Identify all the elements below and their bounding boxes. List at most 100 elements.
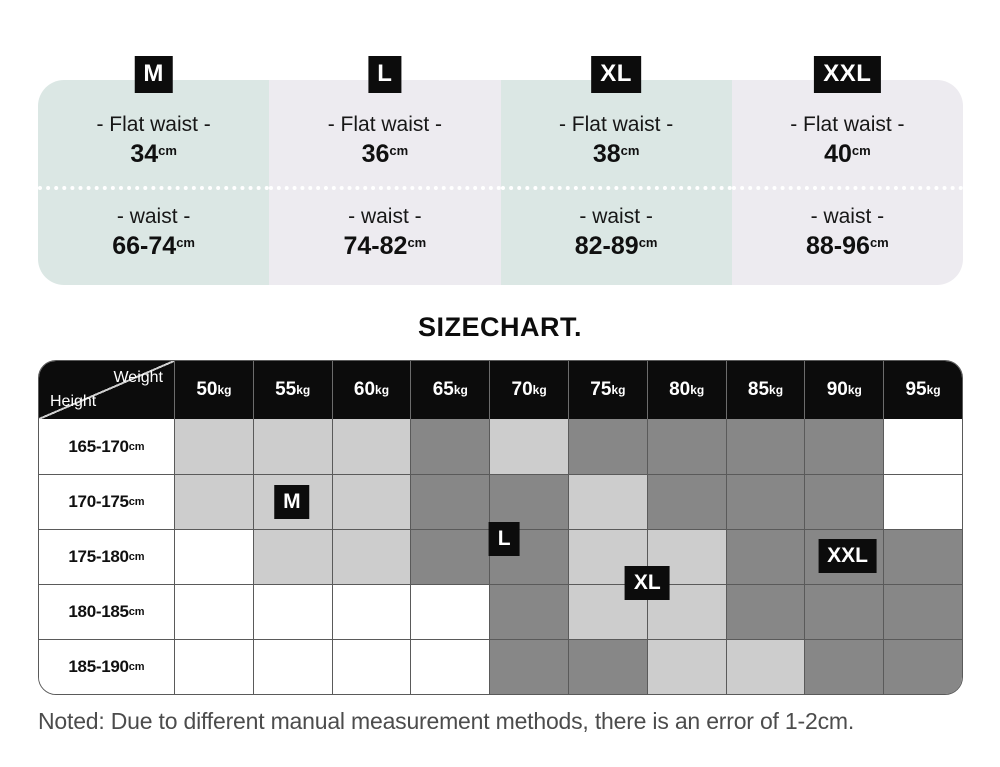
kg-unit: kg: [453, 383, 468, 397]
weight-header-85kg: 85 kg: [725, 361, 805, 419]
grid-cell: [331, 475, 411, 529]
kg-unit: kg: [375, 383, 390, 397]
kg-unit: kg: [217, 383, 232, 397]
table-size-badge-xl: XL: [624, 566, 670, 601]
grid-cell: [646, 640, 726, 694]
table-row: 180-185 cm: [39, 584, 962, 639]
waist-number: 88-96: [806, 232, 870, 260]
grid-cell: [331, 640, 411, 694]
grid-cell: [410, 475, 490, 529]
weight-number: 70: [511, 379, 533, 400]
grid-cell: [174, 640, 253, 694]
flat-waist-number: 40: [824, 140, 852, 168]
grid-cell: [489, 419, 568, 474]
size-table-header: Weight Height 50 kg 55 kg 60 kg 65 kg 70 kg 75 kg 80…: [39, 361, 962, 419]
waist-section: - waist - 66-74cm: [38, 190, 269, 261]
table-row: 165-170 cm: [39, 419, 962, 474]
grid-cell: [252, 419, 332, 474]
kg-unit: kg: [847, 383, 862, 397]
weight-number: 75: [590, 379, 612, 400]
grid-cell: [252, 530, 332, 584]
height-axis-label: Height: [50, 393, 97, 410]
cm-unit: cm: [407, 235, 427, 250]
waist-value: 82-89cm: [501, 232, 732, 261]
grid-cell: [804, 475, 884, 529]
flat-waist-value: 40cm: [732, 140, 963, 169]
cm-unit: cm: [158, 143, 177, 158]
grid-cell: [252, 640, 332, 694]
weight-header-70kg: 70 kg: [489, 361, 568, 419]
grid-cell: [410, 419, 490, 474]
cm-unit: cm: [128, 551, 145, 563]
size-card-xxl: XXL - Flat waist -40cm - waist -88-96cm: [731, 56, 963, 285]
height-label: 165-170 cm: [39, 419, 174, 474]
size-badge-xxl: XXL: [814, 56, 881, 93]
height-label: 170-175 cm: [39, 475, 174, 529]
grid-cell: [883, 640, 962, 694]
flat-waist-section: - Flat waist - 38cm: [500, 80, 732, 190]
grid-cell: [646, 475, 726, 529]
table-row: 170-175 cm: [39, 474, 962, 529]
flat-waist-section: - Flat waist - 34cm: [38, 80, 270, 190]
grid-cell: [410, 530, 490, 584]
flat-waist-value: 38cm: [501, 140, 732, 169]
height-range: 165-170: [68, 436, 129, 456]
grid-cell: [252, 585, 332, 639]
grid-cell: [331, 585, 411, 639]
waist-number: 66-74: [112, 232, 177, 260]
flat-waist-value: 34cm: [38, 140, 269, 169]
kg-unit: kg: [769, 383, 784, 397]
cm-unit: cm: [389, 143, 409, 158]
grid-cell: [410, 640, 490, 694]
size-summary-cards: M- Flat waist -34cm - waist -66-74cm L - Fl…: [38, 56, 963, 285]
waist-value: 66-74cm: [38, 232, 269, 261]
flat-waist-section: - Flat waist - 36cm: [269, 80, 501, 190]
waist-section: - waist - 82-89cm: [501, 190, 732, 261]
cm-unit: cm: [869, 235, 889, 250]
grid-cell: [883, 585, 962, 639]
flat-waist-value: 36cm: [269, 140, 500, 169]
table-size-badge-l: L: [488, 522, 520, 557]
waist-label: - waist -: [116, 205, 191, 228]
weight-header-55kg: 55 kg: [252, 361, 332, 419]
flat-waist-section: - Flat waist - 40cm: [731, 80, 963, 190]
weight-header-90kg: 90 kg: [804, 361, 883, 419]
flat-waist-label: - Flat waist -: [96, 113, 211, 136]
weight-number: 60: [353, 379, 376, 400]
height-range: 175-180: [68, 547, 129, 566]
size-table-body: 165-170 cm 170-175 cm 175-180 cm 180-185 cm 185-…: [39, 419, 962, 694]
waist-section: - waist - 88-96cm: [732, 190, 963, 261]
cm-unit: cm: [128, 606, 145, 618]
grid-cell: [646, 419, 726, 474]
kg-unit: kg: [611, 383, 626, 397]
grid-cell: [567, 419, 647, 474]
weight-number: 65: [432, 379, 454, 400]
weight-number: 90: [826, 379, 848, 400]
weight-axis-label: Weight: [113, 369, 163, 386]
size-table: Weight Height 50 kg 55 kg 60 kg 65 kg 70 kg 75 kg 80…: [38, 360, 963, 695]
height-label: 185-190 cm: [39, 640, 174, 694]
grid-cell: [804, 585, 884, 639]
size-badge-l: L: [368, 56, 402, 93]
cm-unit: cm: [128, 496, 145, 508]
weight-header-65kg: 65 kg: [410, 361, 489, 419]
flat-waist-number: 36: [361, 140, 390, 168]
cm-unit: cm: [620, 143, 640, 158]
waist-label: - waist -: [348, 205, 422, 228]
cm-unit: cm: [176, 235, 195, 250]
size-card-l: L- Flat waist -36cm - waist -74-82cm: [269, 56, 501, 285]
waist-value: 88-96cm: [732, 232, 963, 261]
waist-number: 74-82: [343, 232, 408, 260]
grid-cell: [174, 475, 253, 529]
flat-waist-label: - Flat waist -: [558, 113, 674, 136]
waist-number: 82-89: [574, 232, 639, 260]
grid-cell: [331, 530, 411, 584]
grid-cell: [174, 585, 253, 639]
grid-cell: [489, 585, 568, 639]
cm-unit: cm: [128, 440, 145, 453]
corner-cell: Weight Height: [39, 361, 174, 419]
waist-value: 74-82cm: [269, 232, 500, 261]
flat-waist-number: 34: [130, 140, 159, 168]
weight-number: 50: [196, 379, 218, 400]
grid-cell: [725, 419, 805, 474]
